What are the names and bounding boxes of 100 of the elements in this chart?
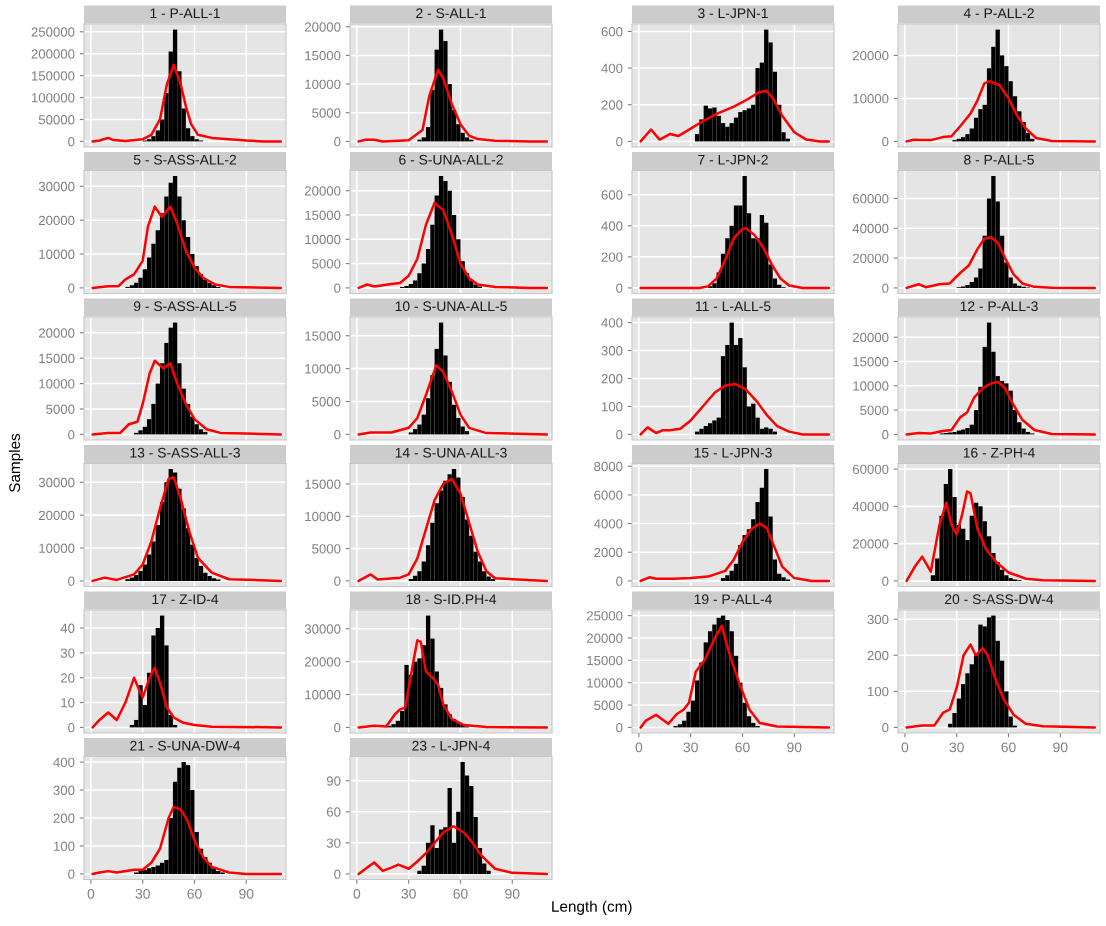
y-tick-label: 10000 <box>853 93 889 104</box>
y-tick-label: 50000 <box>38 115 75 125</box>
chart-title: 14 - S-UNA-ALL-3 <box>395 447 507 458</box>
chart-title: 1 - P-ALL-1 <box>150 8 220 18</box>
y-tick-label: 5000 <box>46 404 75 414</box>
y-tick-label: 400 <box>601 63 623 73</box>
y-tick-label: 15000 <box>305 210 341 220</box>
y-tick-label: 10000 <box>305 234 341 245</box>
y-tick-label: 0 <box>882 429 889 440</box>
y-tick-label: 0 <box>68 722 75 733</box>
y-tick-label: 100 <box>867 686 889 697</box>
x-tick-label: 60 <box>187 888 202 899</box>
y-axis-title: Samples <box>8 433 24 493</box>
y-tick-label: 0 <box>68 136 75 147</box>
y-tick-label: 0 <box>616 576 623 586</box>
y-tick-label: 600 <box>601 190 623 200</box>
y-tick-label: 0 <box>882 136 889 147</box>
y-tick-label: 60 <box>326 807 341 817</box>
y-tick-label: 20000 <box>852 539 889 549</box>
y-tick-label: 4000 <box>593 519 623 529</box>
y-tick-label: 20000 <box>304 186 341 196</box>
y-tick-label: 400 <box>601 318 623 328</box>
y-tick-label: 0 <box>616 722 623 733</box>
y-tick-label: 10000 <box>853 381 889 391</box>
y-tick-label: 10000 <box>305 79 341 89</box>
y-tick-label: 100 <box>601 402 623 412</box>
x-tick-label: 90 <box>505 888 520 899</box>
chart-title: 18 - S-ID.PH-4 <box>406 594 497 605</box>
x-tick-label: 60 <box>735 742 750 753</box>
y-tick-label: 20 <box>60 673 75 683</box>
y-tick-label: 30000 <box>304 624 341 634</box>
y-tick-label: 20000 <box>304 22 341 32</box>
y-tick-label: 10000 <box>305 511 341 522</box>
y-tick-label: 5000 <box>312 544 341 554</box>
y-tick-label: 0 <box>334 283 341 293</box>
y-tick-label: 400 <box>601 221 623 231</box>
y-tick-label: 10000 <box>39 249 75 259</box>
y-tick-label: 400 <box>53 757 75 767</box>
y-tick-label: 60000 <box>852 194 889 204</box>
y-tick-label: 20000 <box>852 253 889 263</box>
y-tick-label: 0 <box>334 429 341 440</box>
y-tick-label: 150000 <box>31 71 75 81</box>
chart-title: 9 - S-ASS-ALL-5 <box>133 301 237 312</box>
y-tick-label: 20000 <box>852 332 889 343</box>
x-tick-label: 90 <box>1053 742 1068 753</box>
x-axis-title: Length (cm) <box>552 900 632 915</box>
chart-title: 12 - P-ALL-3 <box>960 301 1038 312</box>
y-tick-label: 20000 <box>304 657 341 667</box>
y-tick-label: 60000 <box>852 464 889 474</box>
y-tick-label: 10000 <box>39 379 75 389</box>
chart-title: 23 - L-JPN-4 <box>412 740 490 751</box>
y-tick-label: 5000 <box>860 405 889 416</box>
y-tick-label: 0 <box>882 283 889 293</box>
chart-title: 3 - L-JPN-1 <box>698 8 768 19</box>
y-tick-label: 0 <box>882 576 889 586</box>
y-tick-label: 20000 <box>38 215 75 226</box>
y-tick-label: 0 <box>334 722 341 733</box>
y-tick-label: 200 <box>601 374 623 384</box>
chart-title: 21 - S-UNA-DW-4 <box>130 740 241 751</box>
y-tick-label: 15000 <box>587 655 623 666</box>
y-tick-label: 40000 <box>852 223 889 234</box>
y-tick-label: 0 <box>616 136 623 147</box>
y-tick-label: 30000 <box>38 477 75 488</box>
chart-title: 11 - L-ALL-5 <box>695 301 771 312</box>
y-tick-label: 5000 <box>594 700 623 710</box>
y-tick-label: 0 <box>334 869 341 879</box>
x-tick-label: 90 <box>787 742 802 753</box>
y-tick-label: 10000 <box>587 678 623 688</box>
y-tick-label: 100 <box>53 841 75 851</box>
y-tick-label: 0 <box>616 283 623 293</box>
x-tick-label: 30 <box>949 742 964 753</box>
y-tick-label: 6000 <box>594 490 623 500</box>
x-tick-label: 0 <box>87 888 95 899</box>
y-tick-label: 15000 <box>305 479 341 489</box>
x-tick-label: 30 <box>401 888 416 899</box>
y-tick-label: 300 <box>53 785 75 795</box>
y-tick-label: 0 <box>68 283 75 293</box>
y-tick-label: 15000 <box>305 331 341 341</box>
y-tick-label: 300 <box>601 346 623 356</box>
y-tick-label: 20000 <box>38 510 75 521</box>
y-tick-label: 15000 <box>39 353 75 364</box>
y-tick-label: 0 <box>68 576 75 586</box>
y-tick-label: 40000 <box>852 501 889 512</box>
y-tick-label: 20000 <box>586 633 623 643</box>
chart-title: 19 - P-ALL-4 <box>694 594 772 605</box>
chart-title: 20 - S-ASS-DW-4 <box>945 594 1054 605</box>
y-tick-label: 2000 <box>594 547 623 558</box>
x-tick-label: 0 <box>353 888 361 899</box>
y-tick-label: 10000 <box>305 364 341 374</box>
x-tick-label: 90 <box>239 888 254 899</box>
y-tick-label: 10000 <box>305 690 341 700</box>
y-tick-label: 15000 <box>853 357 889 367</box>
y-tick-label: 25000 <box>586 611 623 621</box>
chart-title: 5 - S-ASS-ALL-2 <box>133 154 237 165</box>
chart-title: 15 - L-JPN-3 <box>694 447 772 458</box>
y-tick-label: 0 <box>68 429 75 440</box>
y-tick-label: 200 <box>601 252 623 262</box>
y-tick-label: 30 <box>60 648 75 658</box>
chart-title: 2 - S-ALL-1 <box>416 8 486 19</box>
y-tick-label: 0 <box>68 869 75 879</box>
